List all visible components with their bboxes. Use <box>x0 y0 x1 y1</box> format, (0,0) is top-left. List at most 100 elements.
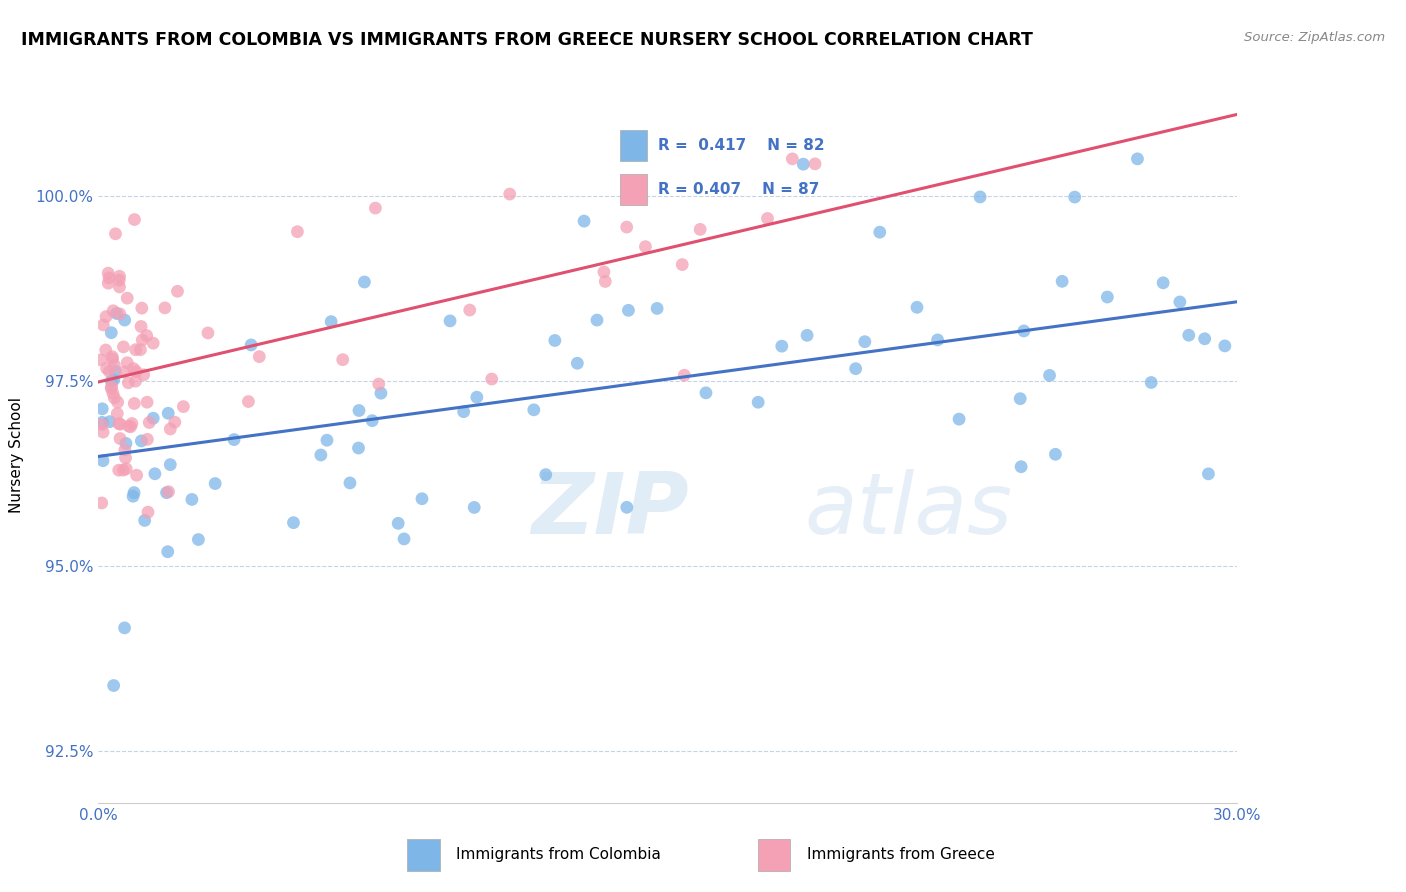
Point <box>645 301 668 316</box>
Point <box>115 436 138 450</box>
Point <box>321 315 343 329</box>
Text: Immigrants from Colombia: Immigrants from Colombia <box>456 847 661 862</box>
Point <box>107 463 129 477</box>
Point <box>91 417 114 432</box>
Point <box>122 485 145 500</box>
FancyBboxPatch shape <box>758 839 790 871</box>
Point <box>673 368 696 383</box>
Point <box>136 433 159 447</box>
Point <box>747 395 769 409</box>
Point <box>108 273 131 287</box>
Point <box>361 414 384 428</box>
Point <box>204 476 226 491</box>
Point <box>100 374 122 388</box>
Point <box>132 368 155 382</box>
Point <box>534 467 557 482</box>
Point <box>197 326 219 340</box>
Point <box>1010 459 1032 474</box>
Point <box>370 386 392 401</box>
Point <box>316 434 339 448</box>
Point <box>1197 467 1219 481</box>
Point <box>804 157 827 171</box>
Point <box>125 468 148 483</box>
Point <box>112 365 135 379</box>
Point <box>90 352 112 367</box>
Point <box>287 225 309 239</box>
Point <box>134 513 156 527</box>
Point <box>100 380 122 394</box>
Point <box>159 422 181 436</box>
Point <box>94 310 117 324</box>
Point <box>411 491 433 506</box>
Point <box>905 301 928 315</box>
Point <box>617 303 640 318</box>
Point <box>1045 447 1067 461</box>
Point <box>1152 276 1174 290</box>
Point <box>91 401 114 416</box>
Point <box>122 489 145 503</box>
Point <box>131 301 153 315</box>
Point <box>129 319 152 334</box>
Point <box>104 227 127 241</box>
Point <box>131 434 153 448</box>
Point <box>104 364 127 378</box>
FancyBboxPatch shape <box>620 175 647 205</box>
Point <box>156 545 179 559</box>
Point <box>91 425 114 439</box>
Point <box>387 516 409 531</box>
Point <box>499 187 522 202</box>
Point <box>103 358 125 372</box>
Point <box>1050 274 1073 288</box>
Point <box>353 275 375 289</box>
Point <box>1168 295 1191 310</box>
Point <box>339 475 361 490</box>
Point <box>163 415 186 429</box>
Point <box>247 350 270 364</box>
Point <box>91 318 114 332</box>
Point <box>108 417 131 431</box>
Point <box>103 303 125 318</box>
Point <box>114 442 136 457</box>
Point <box>845 361 868 376</box>
Point <box>180 492 202 507</box>
Point <box>122 361 145 376</box>
Point <box>1010 392 1032 406</box>
Point <box>98 415 121 429</box>
Point <box>103 391 125 405</box>
Point <box>129 343 152 357</box>
Point <box>238 394 260 409</box>
Point <box>91 453 114 467</box>
Point <box>108 269 131 284</box>
Point <box>153 301 176 315</box>
Point <box>97 276 120 290</box>
Point <box>97 266 120 280</box>
Point <box>689 222 711 236</box>
Point <box>756 211 779 226</box>
Point <box>453 405 475 419</box>
Point <box>101 350 124 364</box>
FancyBboxPatch shape <box>620 130 647 161</box>
Point <box>157 406 180 420</box>
Point <box>927 333 949 347</box>
Point <box>115 291 138 305</box>
Point <box>118 419 141 434</box>
Text: atlas: atlas <box>804 469 1012 552</box>
Text: Immigrants from Greece: Immigrants from Greece <box>807 847 994 862</box>
Point <box>136 395 159 409</box>
Text: R = 0.407    N = 87: R = 0.407 N = 87 <box>658 182 820 197</box>
Point <box>1140 376 1163 390</box>
Point <box>634 239 657 253</box>
Text: R =  0.417    N = 82: R = 0.417 N = 82 <box>658 138 825 153</box>
Point <box>1194 332 1216 346</box>
Point <box>593 275 616 289</box>
Point <box>159 458 181 472</box>
Point <box>586 313 609 327</box>
Point <box>108 432 131 446</box>
Point <box>101 386 124 401</box>
Point <box>138 416 160 430</box>
Point <box>187 533 209 547</box>
Point <box>112 340 135 354</box>
Point <box>1213 339 1236 353</box>
Point <box>107 395 129 409</box>
Point <box>792 157 814 171</box>
